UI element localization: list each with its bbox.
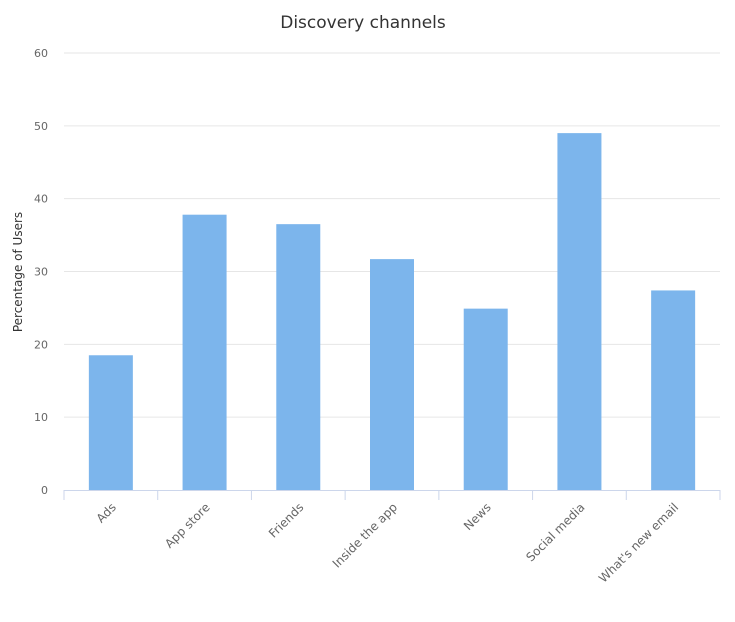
bar-inside-the-app bbox=[370, 259, 414, 490]
bar-news bbox=[463, 308, 508, 490]
x-tick-label: News bbox=[461, 500, 494, 533]
x-tick-label: Ads bbox=[94, 500, 119, 525]
x-tick-label: Social media bbox=[523, 500, 587, 564]
y-tick-label: 20 bbox=[34, 338, 48, 351]
bar-what-s-new-email bbox=[651, 290, 696, 490]
bar-ads bbox=[88, 355, 133, 490]
chart-title: Discovery channels bbox=[280, 13, 446, 33]
y-tick-label: 30 bbox=[34, 266, 48, 279]
bar-friends bbox=[276, 224, 321, 491]
bar-social-media bbox=[557, 133, 602, 490]
y-tick-label: 60 bbox=[34, 47, 48, 60]
y-tick-label: 40 bbox=[34, 193, 48, 206]
x-tick-label: Friends bbox=[266, 500, 306, 540]
y-tick-label: 50 bbox=[34, 120, 48, 133]
x-tick-label: App store bbox=[162, 500, 213, 551]
bar-app-store bbox=[182, 214, 227, 490]
y-tick-label: 10 bbox=[34, 411, 48, 424]
x-tick-label: Inside the app bbox=[330, 500, 400, 570]
x-tick-label: What's new email bbox=[596, 500, 681, 585]
y-tick-label: 0 bbox=[41, 484, 48, 497]
y-axis-label: Percentage of Users bbox=[11, 212, 25, 332]
